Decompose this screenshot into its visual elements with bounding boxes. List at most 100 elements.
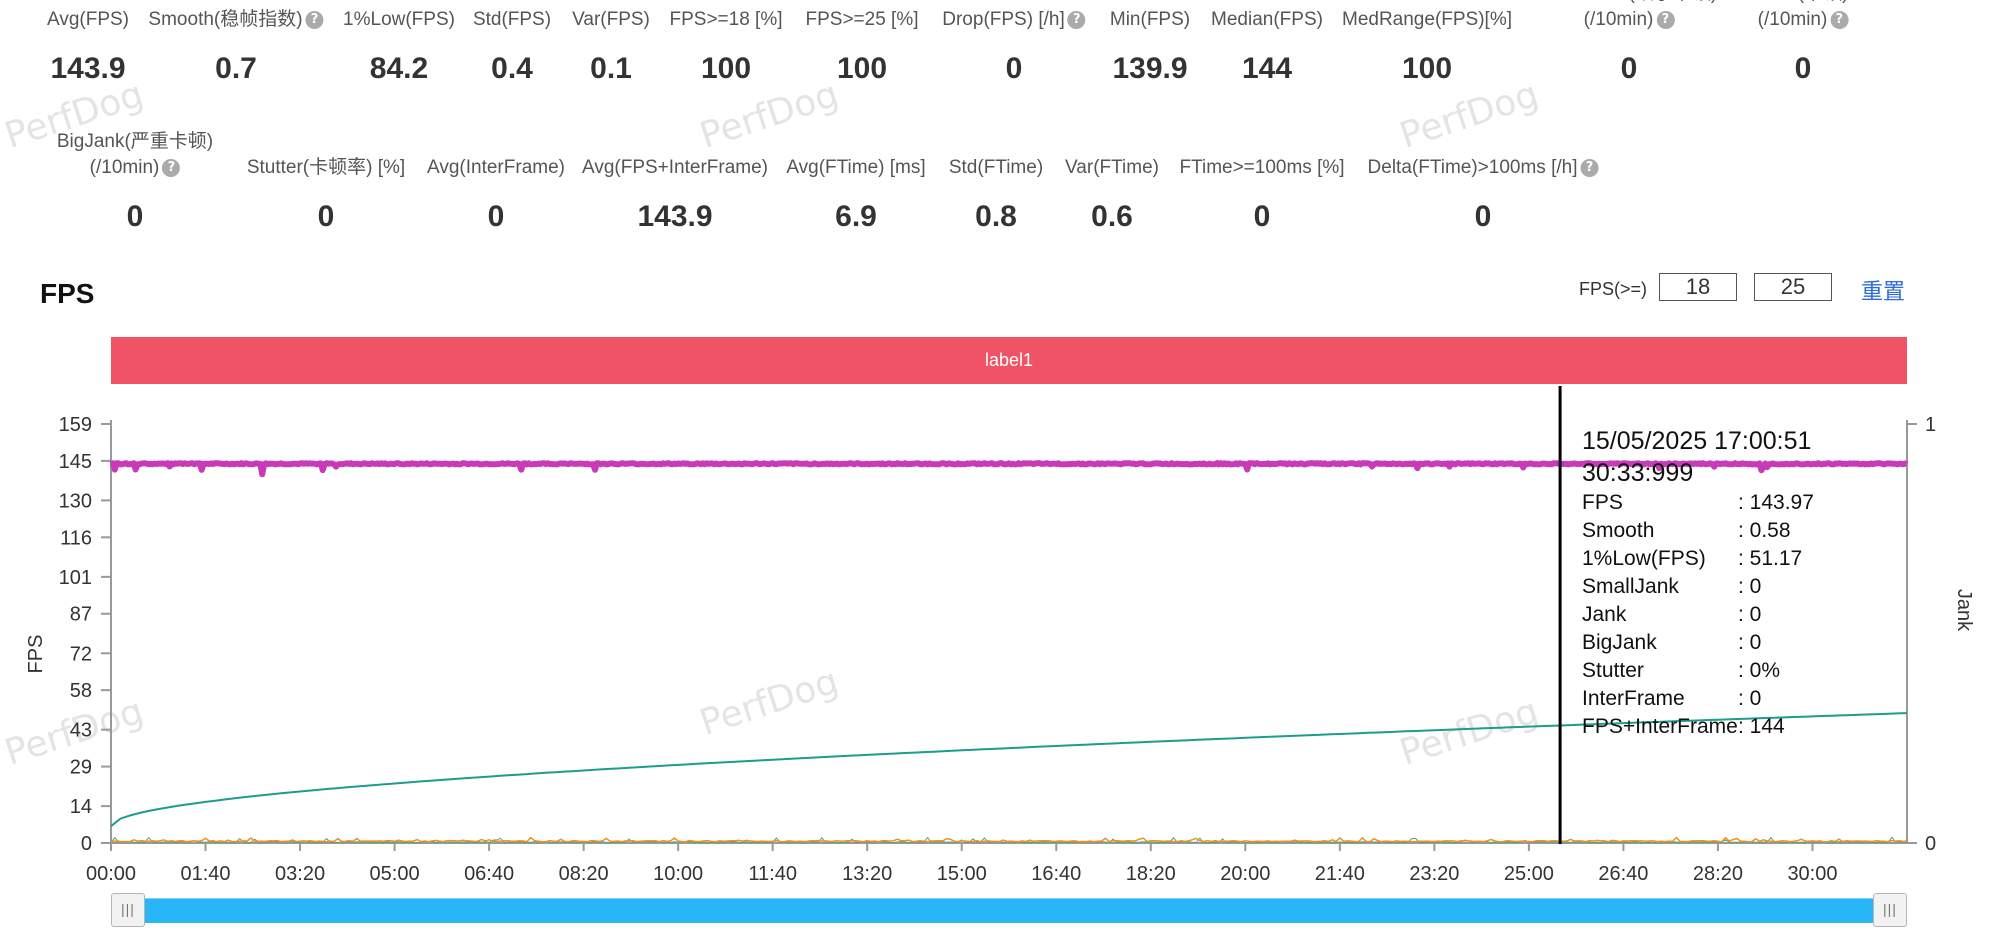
reset-button[interactable]: 重置 bbox=[1861, 279, 1906, 304]
tooltip-value: : 0 bbox=[1738, 575, 1762, 598]
help-icon[interactable]: ? bbox=[1580, 158, 1599, 177]
stat-label-text: Avg(InterFrame) bbox=[427, 157, 565, 178]
stat-label: 1%Low(FPS) bbox=[343, 7, 455, 33]
tooltip-value: : 0 bbox=[1738, 631, 1762, 654]
tooltip-row: 1%Low(FPS): 51.17 bbox=[1582, 545, 1814, 573]
y-tick-label: 58 bbox=[70, 680, 92, 702]
stat-value: 144 bbox=[1241, 52, 1293, 85]
y2-tick-label: 0 bbox=[1925, 833, 1936, 855]
tooltip-value: : 0 bbox=[1738, 687, 1762, 710]
fps-threshold-18-input[interactable] bbox=[1659, 273, 1737, 301]
stat-value: 139.9 bbox=[1112, 52, 1188, 85]
help-icon[interactable]: ? bbox=[162, 158, 181, 177]
y-tick-label: 101 bbox=[59, 567, 92, 589]
stat-value: 0 bbox=[1005, 52, 1023, 85]
x-tick-label: 11:40 bbox=[748, 863, 797, 885]
stat-label: Avg(InterFrame) bbox=[427, 155, 565, 181]
chart-tooltip: 15/05/2025 17:00:51 30:33:999 FPS: 143.9… bbox=[1582, 425, 1814, 741]
stat-value: 0.1 bbox=[590, 52, 632, 85]
stat-label-text: Std(FTime) bbox=[948, 157, 1044, 178]
stat-label: SmallJank(细小卡顿) (/10min)? bbox=[1541, 0, 1717, 33]
stat-label: Avg(FPS+InterFrame) bbox=[582, 155, 768, 181]
stat-label: Std(FTime) bbox=[949, 155, 1043, 181]
stat-label-text: Avg(FPS) bbox=[46, 9, 130, 30]
slider-left-handle[interactable]: ||| bbox=[111, 893, 145, 927]
stat-label: Std(FPS) bbox=[473, 7, 551, 33]
x-tick-label: 28:20 bbox=[1693, 863, 1743, 885]
y-tick-label: 0 bbox=[81, 833, 92, 855]
stat-label-text: 1%Low(FPS) bbox=[343, 9, 455, 30]
y-tick-label: 29 bbox=[70, 757, 92, 779]
tooltip-key: FPS+InterFrame bbox=[1582, 715, 1738, 738]
help-icon[interactable]: ? bbox=[1830, 10, 1849, 29]
stat-label-unit-text: (/10min) bbox=[1757, 9, 1828, 30]
y-axis-title: FPS bbox=[25, 635, 47, 674]
tooltip-row: InterFrame : 0 bbox=[1582, 685, 1814, 713]
stat-label-unit-text: (/10min) bbox=[89, 157, 160, 178]
x-tick-label: 16:40 bbox=[1031, 863, 1081, 885]
stat-label-text: MedRange(FPS)[%] bbox=[1341, 9, 1513, 30]
tooltip-datetime: 15/05/2025 17:00:51 bbox=[1582, 427, 1812, 455]
stat-label: MedRange(FPS)[%] bbox=[1342, 7, 1512, 33]
x-tick-label: 18:20 bbox=[1126, 863, 1176, 885]
stat-label: Smooth(稳帧指数)? bbox=[148, 7, 324, 33]
fps-series-line bbox=[109, 460, 1909, 478]
stat-label-text: Median(FPS) bbox=[1211, 9, 1323, 30]
tooltip-row: FPS: 143.97 bbox=[1582, 489, 1814, 517]
help-icon[interactable]: ? bbox=[305, 10, 324, 29]
stat-value: 0 bbox=[126, 200, 144, 233]
tooltip-row: Jank: 0 bbox=[1582, 601, 1814, 629]
stat-label-unit: (/10min)? bbox=[1758, 7, 1849, 33]
stat-value: 143.9 bbox=[50, 52, 126, 85]
stat-label: Delta(FTime)>100ms [/h]? bbox=[1368, 155, 1599, 181]
y-tick-label: 130 bbox=[59, 490, 92, 512]
tooltip-row: BigJank: 0 bbox=[1582, 629, 1814, 657]
stat-value: 84.2 bbox=[369, 52, 429, 85]
help-icon[interactable]: ? bbox=[1656, 10, 1675, 29]
stat-label-text: Std(FPS) bbox=[472, 9, 552, 30]
x-tick-label: 23:20 bbox=[1409, 863, 1459, 885]
x-tick-label: 20:00 bbox=[1220, 863, 1270, 885]
stat-label-text: SmallJank(细小卡顿) bbox=[1541, 0, 1717, 4]
x-tick-label: 25:00 bbox=[1504, 863, 1554, 885]
stat-label: Avg(FPS) bbox=[47, 7, 129, 33]
x-tick-label: 03:20 bbox=[275, 863, 325, 885]
stat-label-text: Drop(FPS) [/h] bbox=[942, 9, 1065, 30]
stat-value: 0.7 bbox=[215, 52, 257, 85]
tooltip-row: Stutter: 0% bbox=[1582, 657, 1814, 685]
tooltip-value: : 0.58 bbox=[1738, 519, 1791, 542]
x-tick-label: 15:00 bbox=[937, 863, 987, 885]
time-range-slider[interactable] bbox=[111, 898, 1907, 923]
stat-label-text: Var(FTime) bbox=[1065, 157, 1159, 178]
stat-label: Var(FTime) bbox=[1065, 155, 1159, 181]
x-tick-label: 30:00 bbox=[1787, 863, 1837, 885]
stat-label: BigJank(严重卡顿) (/10min)? bbox=[57, 129, 213, 181]
stat-label-text: Smooth(稳帧指数) bbox=[148, 9, 303, 30]
tooltip-key: InterFrame bbox=[1582, 687, 1685, 710]
fps-threshold-label: FPS(>=) bbox=[1579, 279, 1648, 299]
y-tick-label: 43 bbox=[70, 720, 92, 742]
smooth-series-line bbox=[110, 712, 1908, 827]
y-tick-label: 116 bbox=[60, 527, 92, 549]
label-bar[interactable]: label1 bbox=[111, 337, 1907, 384]
stat-label: Drop(FPS) [/h]? bbox=[942, 7, 1086, 33]
y-tick-label: 87 bbox=[70, 604, 92, 626]
stat-label: Min(FPS) bbox=[1110, 7, 1190, 33]
stat-value: 0 bbox=[1620, 52, 1638, 85]
stat-label: FPS>=18 [%] bbox=[669, 7, 782, 33]
help-icon[interactable]: ? bbox=[1067, 10, 1086, 29]
stat-label-text: FPS>=25 [%] bbox=[805, 9, 919, 30]
tooltip-value: : 144 bbox=[1738, 715, 1785, 738]
fps-threshold-25-input[interactable] bbox=[1754, 273, 1832, 301]
stat-label-text: Avg(FPS+InterFrame) bbox=[581, 157, 769, 178]
stat-label: Jank(卡顿) (/10min)? bbox=[1758, 0, 1849, 33]
tooltip-row: FPS+InterFrame: 144 bbox=[1582, 713, 1814, 741]
x-tick-label: 26:40 bbox=[1598, 863, 1648, 885]
stat-value: 0 bbox=[487, 200, 505, 233]
stat-label: FPS>=25 [%] bbox=[805, 7, 918, 33]
tooltip-key: SmallJank bbox=[1582, 575, 1679, 598]
x-tick-label: 05:00 bbox=[370, 863, 420, 885]
stat-label-text: FPS>=18 [%] bbox=[669, 9, 783, 30]
slider-right-handle[interactable]: ||| bbox=[1873, 893, 1907, 927]
